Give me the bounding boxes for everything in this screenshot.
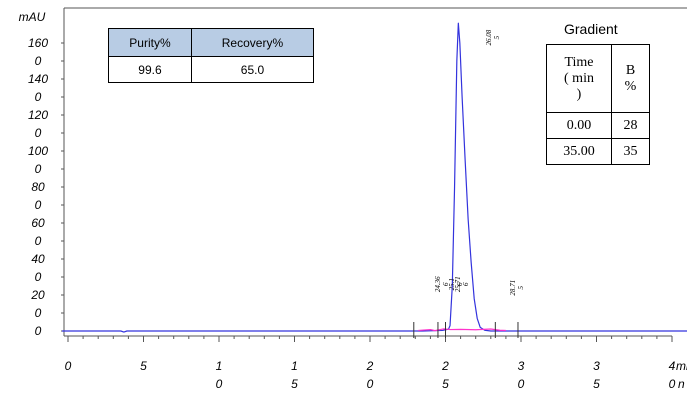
gradient-b-header: B% xyxy=(611,44,650,113)
peak-label: 26.08 5 xyxy=(485,29,501,45)
x-tick-label: 0 xyxy=(65,359,72,373)
peak-label-text: 5 xyxy=(517,286,525,290)
y-tick-label: 0 xyxy=(35,270,42,284)
purity-value: 99.6 xyxy=(108,56,192,83)
series-line-1 xyxy=(61,22,687,333)
purity-recovery-table: Purity% Recovery% 99.6 65.0 xyxy=(108,28,315,83)
x-tick-label: 4 xyxy=(669,359,676,373)
y-tick-label: 0 xyxy=(35,234,42,248)
peak-label-text: 6 xyxy=(462,282,470,286)
x-tick-label: 2 xyxy=(366,359,374,373)
y-tick-label: 80 xyxy=(31,180,45,194)
peak-label-text: 25.71 xyxy=(454,276,462,292)
peak-label-text: 28.71 xyxy=(509,280,517,296)
purity-table-header-row: Purity% Recovery% xyxy=(108,28,315,57)
y-tick-label: 0 xyxy=(35,90,42,104)
peak-annotations: 24.36 625.1 625.71 626.08 528.71 5 xyxy=(434,29,525,295)
gradient-title: Gradient xyxy=(564,21,618,37)
peak-label-text: 6 xyxy=(442,282,450,286)
y-tick-label: 100 xyxy=(28,144,48,158)
gradient-b-cell: 35 xyxy=(611,138,650,165)
gradient-header-row: Time( min) B% xyxy=(546,44,650,113)
chart-frame xyxy=(63,7,687,337)
x-tick-label: 0 xyxy=(669,377,676,391)
series-line-2 xyxy=(418,328,506,332)
gradient-b-cell: 28 xyxy=(611,112,650,139)
x-unit-label: mi xyxy=(676,359,687,373)
gradient-time-cell: 0.00 xyxy=(546,112,612,139)
y-tick-label: 0 xyxy=(35,162,42,176)
peak-label-text: 25.1 xyxy=(448,278,456,290)
peak-label: 28.71 5 xyxy=(509,280,525,296)
peak-label: 25.71 6 xyxy=(454,276,470,292)
x-tick-label: 3 xyxy=(593,359,600,373)
peak-label: 25.1 6 xyxy=(448,278,464,290)
y-tick-label: 20 xyxy=(30,288,45,302)
peak-label-text: 24.36 xyxy=(434,276,442,292)
x-tick-label: 0 xyxy=(518,377,525,391)
x-tick-label: 3 xyxy=(518,359,525,373)
y-tick-label: 0 xyxy=(35,306,42,320)
purity-header: Purity% xyxy=(108,28,192,57)
recovery-header: Recovery% xyxy=(190,28,315,57)
peak-label-text: 6 xyxy=(456,282,464,286)
gradient-table: Time( min) B% 0.00 28 35.00 35 xyxy=(546,44,650,165)
purity-table-value-row: 99.6 65.0 xyxy=(108,56,315,83)
x-tick-label: 5 xyxy=(442,377,449,391)
x-tick-label: 0 xyxy=(367,377,374,391)
x-tick-label: 5 xyxy=(593,377,600,391)
x-tick-label: 2 xyxy=(441,359,449,373)
y-tick-label: 120 xyxy=(28,108,48,122)
x-tick-label: 5 xyxy=(291,377,298,391)
y-tick-label: 0 xyxy=(35,198,42,212)
y-axis-label: mAU xyxy=(19,10,46,24)
y-tick-label: 60 xyxy=(31,216,45,230)
peak-label: 24.36 6 xyxy=(434,276,450,292)
x-tick-label: 1 xyxy=(216,359,223,373)
peak-label-text: 26.08 xyxy=(485,29,493,45)
gradient-b-header-text: B% xyxy=(624,62,637,94)
y-tick-label: 0 xyxy=(35,126,42,140)
gradient-time-cell: 35.00 xyxy=(546,138,612,165)
y-tick-label: 0 xyxy=(35,324,42,338)
gradient-row: 0.00 28 xyxy=(546,112,650,139)
x-unit-label: n xyxy=(678,377,685,391)
y-tick-label: 0 xyxy=(35,54,42,68)
peak-label-text: 5 xyxy=(493,35,501,39)
plot-area xyxy=(61,22,687,338)
x-tick-label: 5 xyxy=(140,359,147,373)
y-tick-label: 160 xyxy=(28,36,48,50)
y-tick-label: 140 xyxy=(28,72,48,86)
x-tick-label: 1 xyxy=(291,359,298,373)
gradient-time-header-text: Time( min) xyxy=(564,54,594,102)
gradient-time-header: Time( min) xyxy=(546,44,612,113)
x-tick-label: 0 xyxy=(216,377,223,391)
y-axis: mAU 0 0 20 0 40 0 60 0 80 0 100 0 120 0 140 0 160 xyxy=(19,10,64,338)
x-axis: 0510152025303540min xyxy=(65,336,687,391)
y-tick-label: 40 xyxy=(31,252,45,266)
gradient-row: 35.00 35 xyxy=(546,138,650,165)
recovery-value: 65.0 xyxy=(190,56,315,83)
